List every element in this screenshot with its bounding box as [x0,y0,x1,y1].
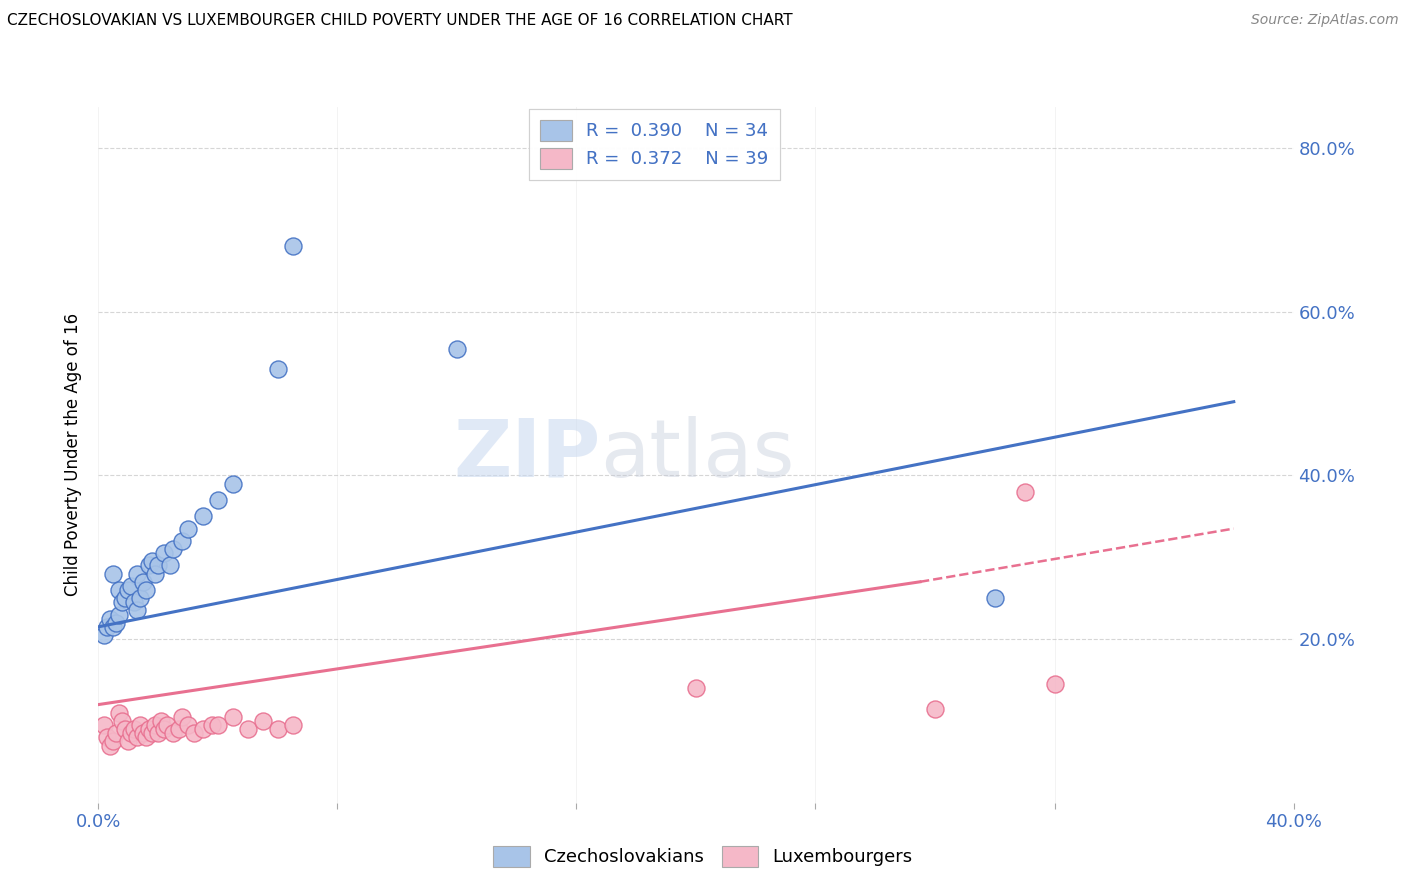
Point [236,722,259,736]
Point [172,710,194,724]
Point [100,739,122,753]
Point [1043,677,1066,691]
Point [153,722,176,736]
Legend: Czechoslovakians, Luxembourgers: Czechoslovakians, Luxembourgers [486,838,920,874]
Point [159,558,181,573]
Point [183,726,205,740]
Point [162,542,184,557]
Point [267,362,290,376]
Text: Source: ZipAtlas.com: Source: ZipAtlas.com [1251,13,1399,28]
Point [103,734,125,748]
Point [148,558,170,573]
Point [281,718,304,732]
Point [984,591,1007,606]
Point [127,603,149,617]
Text: atlas: atlas [600,416,794,494]
Point [153,546,176,560]
Point [108,607,131,622]
Point [141,726,163,740]
Point [103,566,125,581]
Y-axis label: Child Poverty Under the Age of 16: Child Poverty Under the Age of 16 [65,313,83,597]
Point [281,239,304,253]
Point [114,722,136,736]
Point [191,722,214,736]
Point [135,731,157,745]
Point [252,714,274,728]
Point [167,722,190,736]
Point [162,726,184,740]
Point [177,718,200,732]
Point [93,628,115,642]
Point [685,681,707,696]
Point [446,342,468,356]
Point [177,522,200,536]
Point [222,710,245,724]
Point [127,566,149,581]
Point [96,731,118,745]
Point [207,492,229,507]
Point [96,620,118,634]
Point [100,612,122,626]
Point [117,582,139,597]
Point [124,722,146,736]
Point [143,566,166,581]
Point [124,595,146,609]
Point [93,718,115,732]
Point [267,722,290,736]
Point [135,582,157,597]
Point [207,718,229,732]
Point [120,579,142,593]
Point [138,722,160,736]
Point [150,714,173,728]
Point [132,726,155,740]
Point [129,591,152,606]
Text: CZECHOSLOVAKIAN VS LUXEMBOURGER CHILD POVERTY UNDER THE AGE OF 16 CORRELATION CH: CZECHOSLOVAKIAN VS LUXEMBOURGER CHILD PO… [7,13,793,29]
Point [111,595,134,609]
Point [129,718,152,732]
Point [127,731,149,745]
Point [105,726,128,740]
Point [117,734,139,748]
Point [1014,484,1036,499]
Point [138,558,160,573]
Text: ZIP: ZIP [453,416,600,494]
Point [141,554,163,568]
Point [132,574,155,589]
Point [111,714,134,728]
Point [103,620,125,634]
Point [148,726,170,740]
Point [108,706,131,720]
Point [201,718,224,732]
Point [172,533,194,548]
Point [108,582,131,597]
Point [924,701,946,715]
Point [222,476,245,491]
Point [114,591,136,606]
Point [105,615,128,630]
Point [191,509,214,524]
Point [156,718,179,732]
Point [143,718,166,732]
Point [120,726,142,740]
Legend: R =  0.390    N = 34, R =  0.372    N = 39: R = 0.390 N = 34, R = 0.372 N = 39 [529,109,779,179]
